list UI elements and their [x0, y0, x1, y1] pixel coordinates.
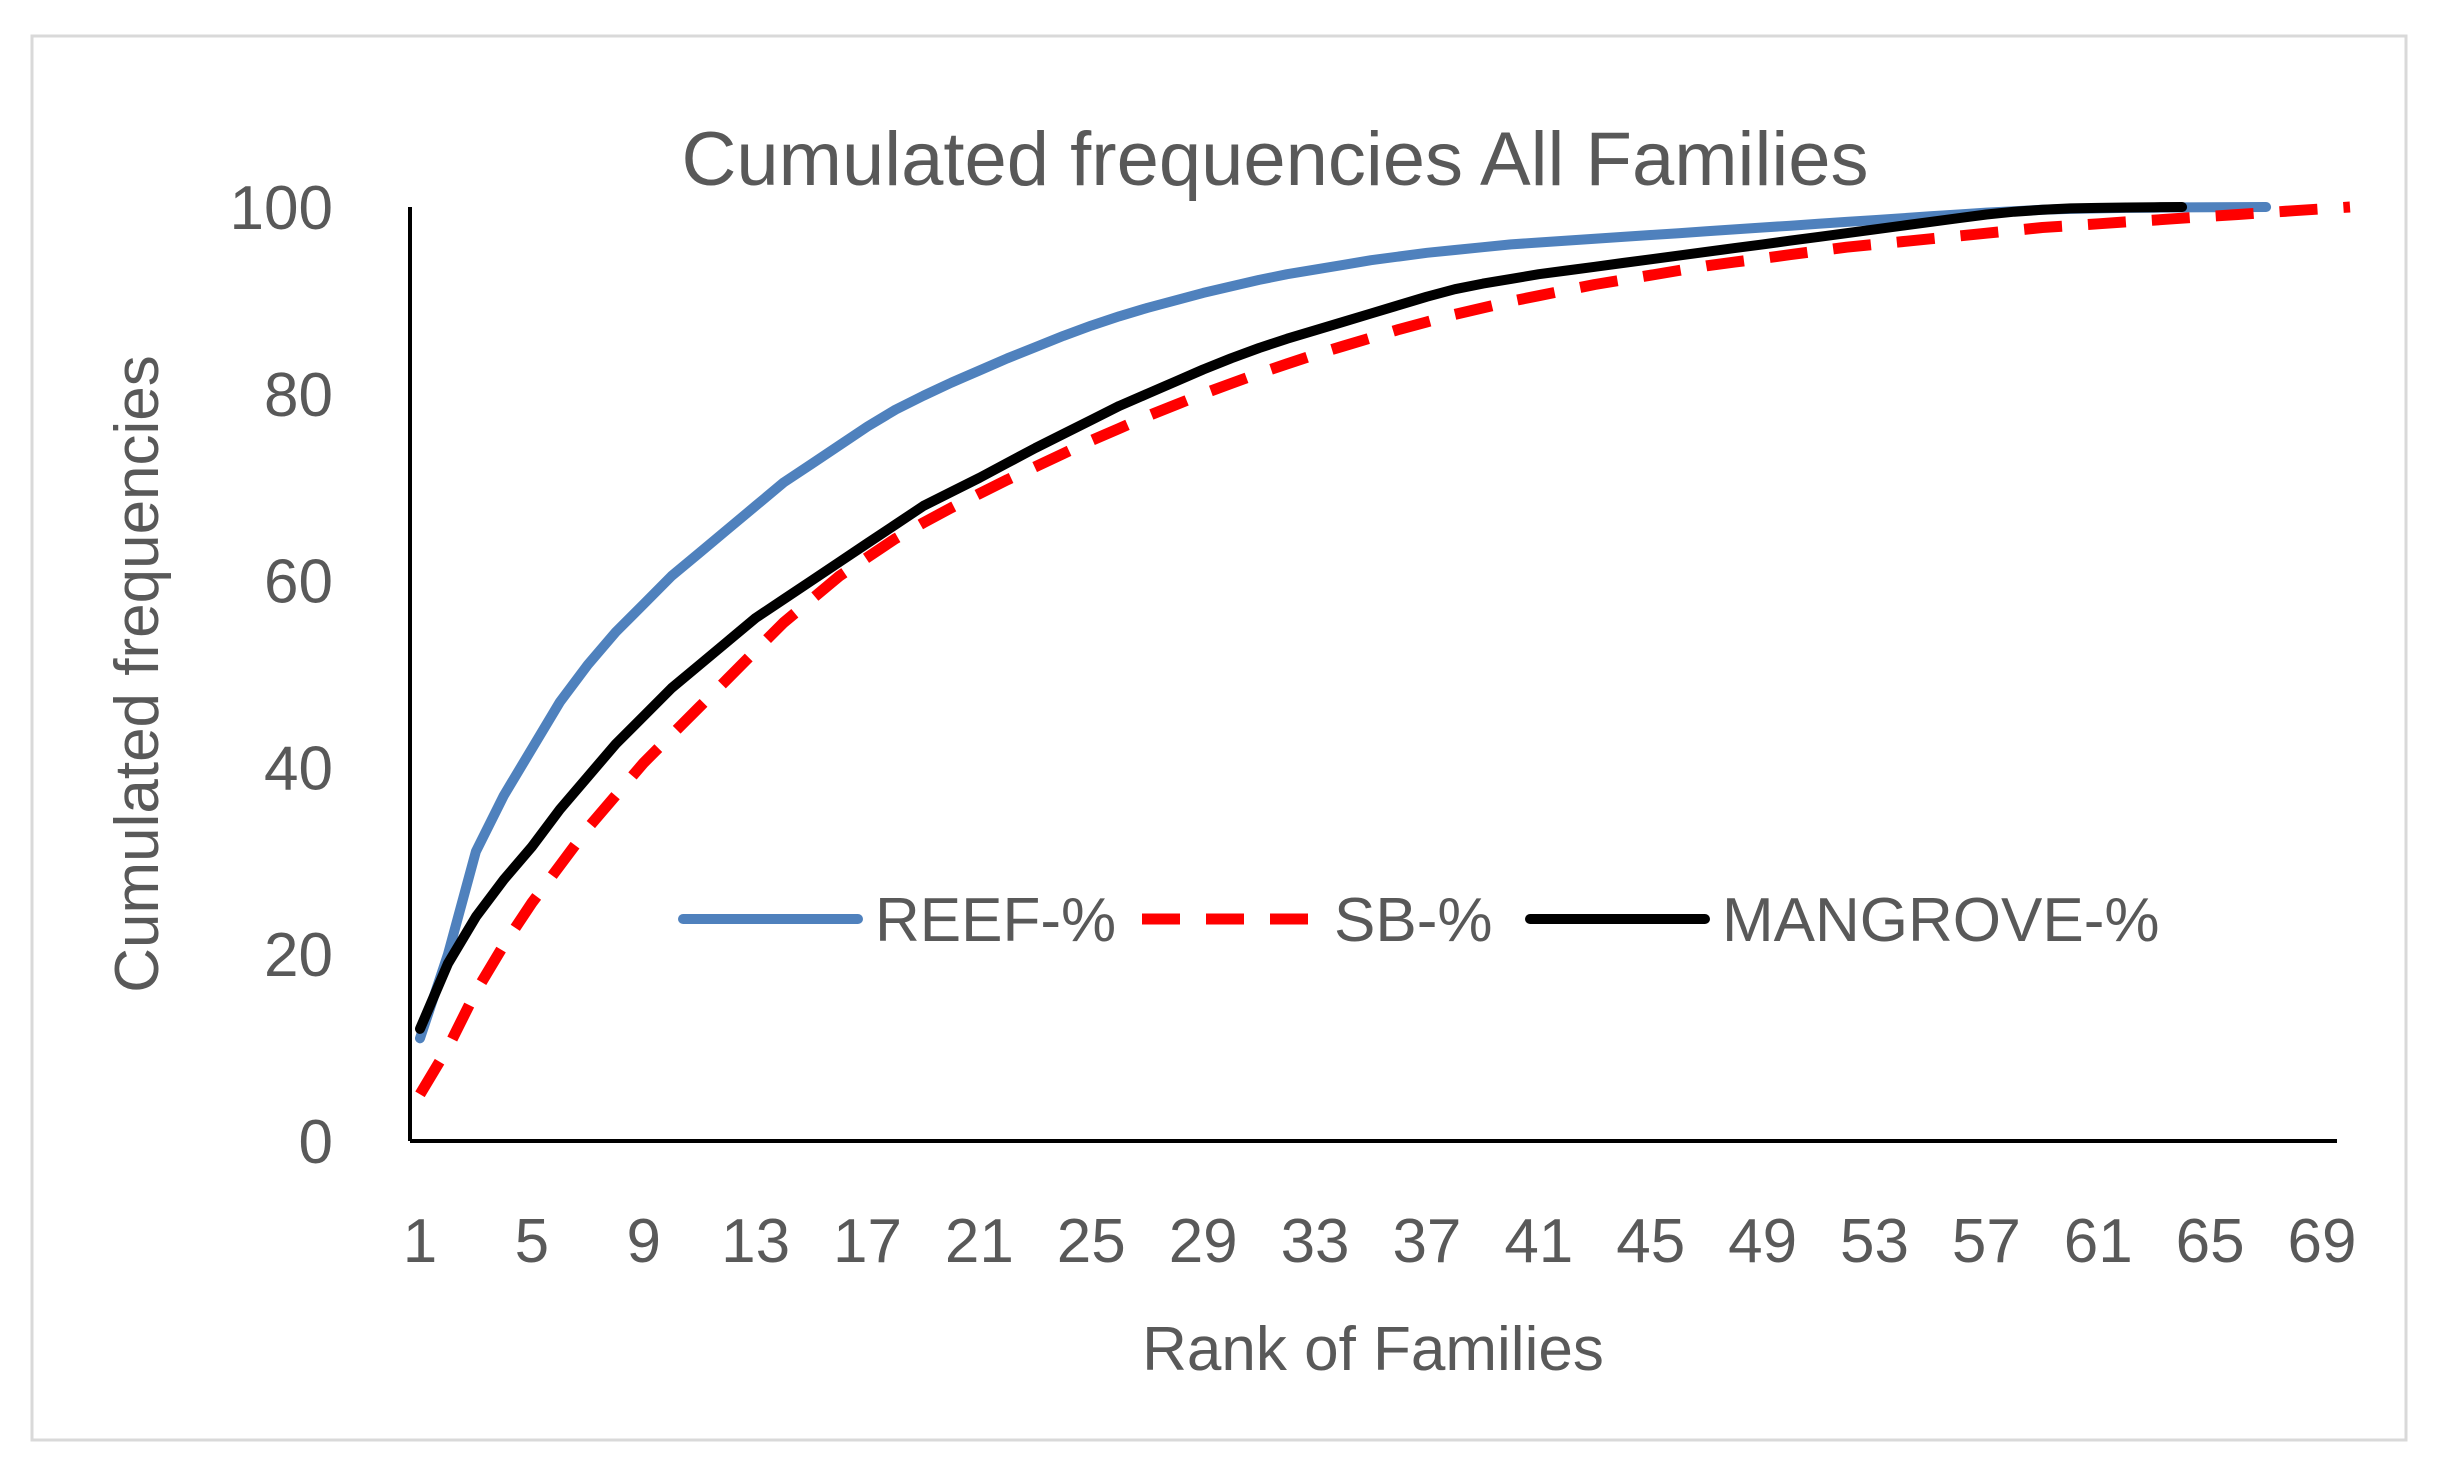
x-tick-label: 45	[1616, 1207, 1685, 1276]
x-tick-label: 61	[2064, 1207, 2133, 1276]
series-line-mangrove	[415, 202, 2188, 1034]
chart-border	[30, 34, 2408, 1442]
y-axis-title: Cumulated frequencies	[103, 355, 172, 993]
x-tick-label: 21	[945, 1207, 1014, 1276]
series-layer	[415, 201, 2351, 1098]
x-tick-label: 17	[833, 1207, 902, 1276]
x-tick-label: 29	[1169, 1207, 1238, 1276]
y-axis-ticks: 0 20 40 60 80 100	[230, 174, 333, 1177]
y-tick-label: 0	[299, 1108, 333, 1177]
x-tick-label: 69	[2288, 1207, 2357, 1276]
x-tick-label: 1	[403, 1207, 437, 1276]
y-tick-label: 80	[264, 361, 333, 430]
chart-title: Cumulated frequencies All Families	[682, 117, 1869, 202]
legend-label: REEF-%	[875, 886, 1116, 955]
legend-label: MANGROVE-%	[1722, 886, 2159, 955]
y-tick-label: 20	[264, 921, 333, 990]
x-tick-label: 25	[1057, 1207, 1126, 1276]
y-tick-label: 40	[264, 734, 333, 803]
x-tick-label: 13	[721, 1207, 790, 1276]
x-tick-label: 57	[1952, 1207, 2021, 1276]
x-tick-label: 49	[1728, 1207, 1797, 1276]
x-tick-label: 37	[1392, 1207, 1461, 1276]
x-tick-label: 53	[1840, 1207, 1909, 1276]
y-tick-label: 60	[264, 548, 333, 617]
x-axis-ticks: 1 5 9 13 17 21 25 29 33 37 41 45 49 53 57 61 65 69	[403, 1207, 2357, 1276]
x-tick-label: 65	[2176, 1207, 2245, 1276]
x-tick-label: 33	[1281, 1207, 1350, 1276]
x-axis-title: Rank of Families	[1142, 1315, 1604, 1384]
legend-label: SB-%	[1334, 886, 1492, 955]
x-tick-label: 41	[1504, 1207, 1573, 1276]
legend: REEF-% SB-% MANGROVE-%	[678, 886, 2159, 955]
x-tick-label: 9	[627, 1207, 661, 1276]
y-tick-label: 100	[230, 174, 333, 243]
x-tick-label: 5	[515, 1207, 549, 1276]
series-line-sb	[415, 201, 2351, 1098]
